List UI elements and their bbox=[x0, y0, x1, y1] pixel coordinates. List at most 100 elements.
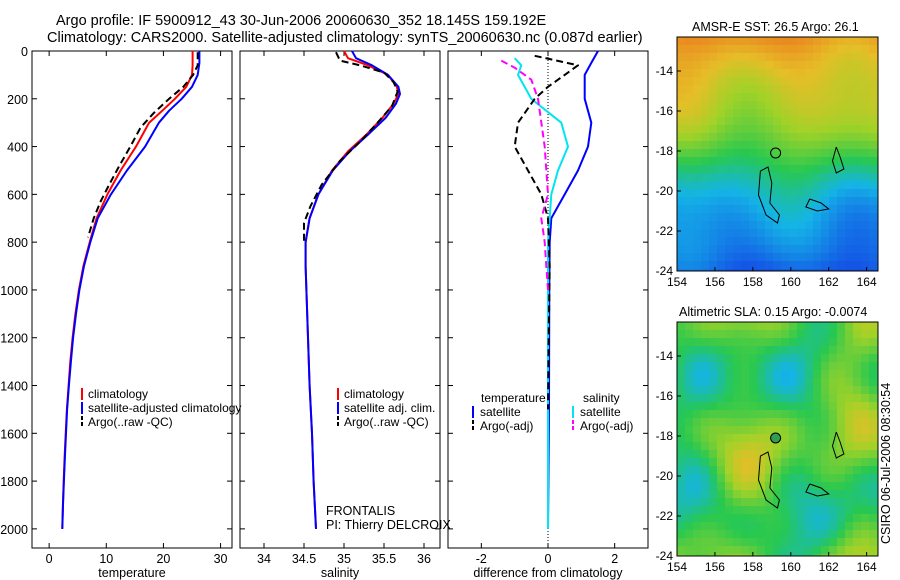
map-cell bbox=[717, 482, 726, 491]
map-cell bbox=[829, 117, 838, 126]
map-cell bbox=[749, 85, 758, 94]
map-cell bbox=[789, 482, 798, 491]
salinity-series-line bbox=[304, 50, 401, 529]
map-cell bbox=[701, 117, 710, 126]
map-cell bbox=[741, 61, 750, 70]
map-cell bbox=[805, 394, 814, 403]
map-cell bbox=[709, 85, 718, 94]
map-cell bbox=[781, 482, 790, 491]
map-cell bbox=[781, 101, 790, 110]
map-cell bbox=[709, 482, 718, 491]
map-cell bbox=[789, 149, 798, 158]
map-cell bbox=[797, 434, 806, 443]
map-cell bbox=[725, 109, 734, 118]
map-cell bbox=[677, 205, 686, 214]
depth-tick-label: 1400 bbox=[0, 380, 28, 394]
map-cell bbox=[821, 482, 830, 491]
map-cell bbox=[701, 322, 710, 331]
map-cell bbox=[733, 546, 742, 555]
map-cell bbox=[701, 498, 710, 507]
map-cell bbox=[757, 245, 766, 254]
map-cell bbox=[829, 538, 838, 547]
map-ytick-label: -16 bbox=[656, 104, 674, 118]
map-cell bbox=[725, 346, 734, 355]
map-cell bbox=[781, 197, 790, 206]
map-cell bbox=[845, 546, 854, 555]
map-cell bbox=[821, 546, 830, 555]
map-cell bbox=[749, 434, 758, 443]
map-cell bbox=[837, 346, 846, 355]
map-cell bbox=[829, 221, 838, 230]
map-cell bbox=[693, 354, 702, 363]
map-cell bbox=[733, 354, 742, 363]
map-cell bbox=[813, 189, 822, 198]
map-cell bbox=[797, 229, 806, 238]
map-cell bbox=[725, 370, 734, 379]
map-cell bbox=[837, 418, 846, 427]
map-cell bbox=[701, 221, 710, 230]
map-cell bbox=[709, 165, 718, 174]
map-cell bbox=[757, 346, 766, 355]
map-cell bbox=[845, 189, 854, 198]
map-cell bbox=[685, 338, 694, 347]
map-cell bbox=[869, 538, 878, 547]
map-cell bbox=[789, 498, 798, 507]
map-cell bbox=[709, 322, 718, 331]
map-cell bbox=[765, 426, 774, 435]
map-ytick-label: -20 bbox=[656, 469, 674, 483]
map-cell bbox=[861, 61, 870, 70]
map-cell bbox=[813, 394, 822, 403]
map-cell bbox=[813, 117, 822, 126]
map-cell bbox=[741, 269, 750, 272]
map-cell bbox=[829, 229, 838, 238]
map-cell bbox=[789, 418, 798, 427]
map-cell bbox=[733, 149, 742, 158]
map-cell bbox=[781, 157, 790, 166]
map-cell bbox=[733, 221, 742, 230]
map-cell bbox=[829, 346, 838, 355]
map-cell bbox=[869, 237, 878, 246]
map-cell bbox=[797, 522, 806, 531]
map-cell bbox=[709, 466, 718, 475]
map-cell bbox=[829, 125, 838, 134]
map-cell bbox=[821, 229, 830, 238]
map-cell bbox=[821, 442, 830, 451]
temperature-frame bbox=[31, 50, 233, 549]
map-cell bbox=[869, 165, 878, 174]
map-cell bbox=[677, 482, 686, 491]
map-cell bbox=[805, 514, 814, 523]
map-cell bbox=[781, 189, 790, 198]
map-cell bbox=[853, 474, 862, 483]
map-cell bbox=[869, 181, 878, 190]
map-cell bbox=[805, 237, 814, 246]
map-cell bbox=[717, 173, 726, 182]
map-cell bbox=[709, 538, 718, 547]
map-cell bbox=[829, 37, 838, 46]
map-cell bbox=[765, 61, 774, 70]
map-cell bbox=[701, 506, 710, 515]
map-cell bbox=[677, 269, 686, 272]
map-cell bbox=[741, 410, 750, 419]
map-cell bbox=[773, 490, 782, 499]
map-cell bbox=[701, 546, 710, 555]
map-cell bbox=[701, 418, 710, 427]
map-cell bbox=[805, 434, 814, 443]
map-cell bbox=[757, 410, 766, 419]
map-cell bbox=[797, 61, 806, 70]
map-cell bbox=[869, 173, 878, 182]
map-cell bbox=[821, 181, 830, 190]
map-cell bbox=[701, 157, 710, 166]
map-cell bbox=[733, 330, 742, 339]
map-cell bbox=[853, 261, 862, 270]
map-cell bbox=[813, 354, 822, 363]
map-cell bbox=[781, 269, 790, 272]
map-cell bbox=[829, 546, 838, 555]
map-cell bbox=[869, 426, 878, 435]
map-cell bbox=[749, 354, 758, 363]
map-cell bbox=[733, 434, 742, 443]
map-cell bbox=[693, 410, 702, 419]
map-cell bbox=[709, 125, 718, 134]
map-cell bbox=[805, 554, 814, 557]
map-cell bbox=[797, 322, 806, 331]
map-ytick-label: -22 bbox=[656, 224, 674, 238]
